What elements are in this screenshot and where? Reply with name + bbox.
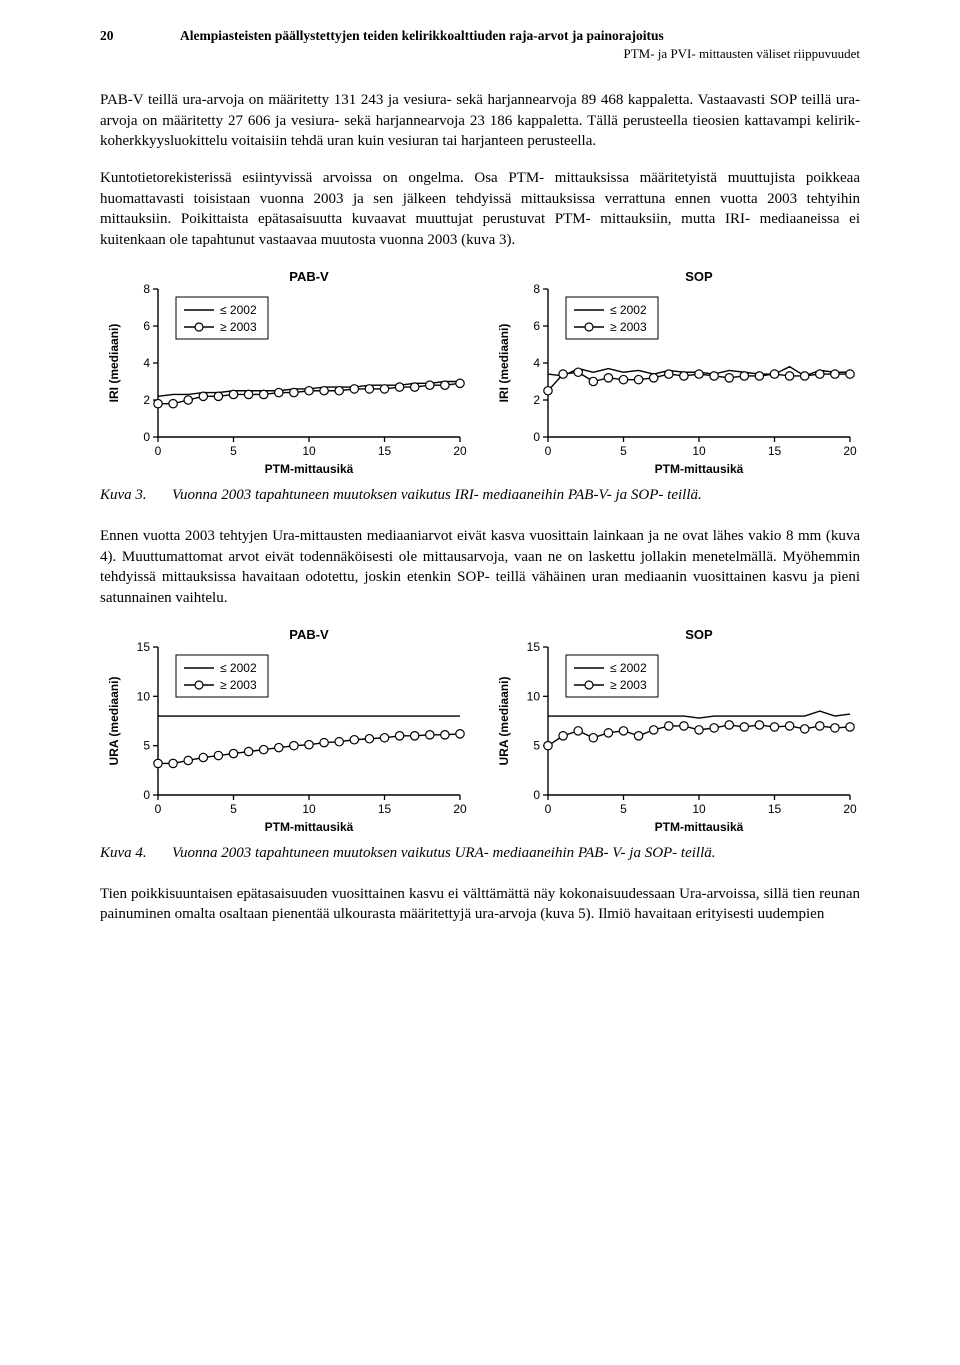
svg-text:6: 6 xyxy=(143,319,150,333)
paragraph-4: Tien poikkisuuntaisen epätasaisuuden vuo… xyxy=(100,884,860,925)
svg-text:≥ 2003: ≥ 2003 xyxy=(220,320,257,334)
svg-text:≤ 2002: ≤ 2002 xyxy=(610,303,647,317)
paragraph-1: PAB-V teillä ura-arvoja on määritetty 13… xyxy=(100,90,860,152)
svg-text:≤ 2002: ≤ 2002 xyxy=(220,303,257,317)
svg-text:≥ 2003: ≥ 2003 xyxy=(220,678,257,692)
paragraph-3: Ennen vuotta 2003 tehtyjen Ura-mittauste… xyxy=(100,526,860,609)
svg-text:PAB-V: PAB-V xyxy=(289,627,329,642)
svg-text:≤ 2002: ≤ 2002 xyxy=(610,661,647,675)
svg-text:10: 10 xyxy=(692,802,706,816)
svg-text:10: 10 xyxy=(137,689,151,703)
svg-text:15: 15 xyxy=(137,640,151,654)
svg-text:PAB-V: PAB-V xyxy=(289,269,329,284)
svg-text:2: 2 xyxy=(533,393,540,407)
svg-text:PTM-mittausikä: PTM-mittausikä xyxy=(655,820,744,834)
svg-text:5: 5 xyxy=(230,802,237,816)
svg-text:5: 5 xyxy=(533,738,540,752)
page-number: 20 xyxy=(100,28,180,44)
chart-fig3-pab-v: PAB-V 0 2 4 6 8 0 5 10 15 20 IRI (mediaani) PTM-mitt… xyxy=(100,267,470,477)
svg-text:20: 20 xyxy=(453,444,467,458)
figure-3-caption: Kuva 3. Vuonna 2003 tapahtuneen muutokse… xyxy=(100,487,860,504)
svg-text:SOP: SOP xyxy=(685,627,713,642)
svg-text:0: 0 xyxy=(143,788,150,802)
svg-text:5: 5 xyxy=(620,444,627,458)
svg-text:10: 10 xyxy=(302,802,316,816)
svg-text:URA (mediaani): URA (mediaani) xyxy=(497,676,511,765)
svg-text:8: 8 xyxy=(533,282,540,296)
figure-4-charts: PAB-V 0 5 10 15 0 5 10 15 20 URA (mediaani) PTM-mit… xyxy=(100,625,860,835)
svg-text:8: 8 xyxy=(143,282,150,296)
svg-text:SOP: SOP xyxy=(685,269,713,284)
svg-text:0: 0 xyxy=(545,444,552,458)
svg-text:0: 0 xyxy=(143,430,150,444)
figure-4-label: Kuva 4. xyxy=(100,845,172,862)
svg-text:URA (mediaani): URA (mediaani) xyxy=(107,676,121,765)
svg-text:2: 2 xyxy=(143,393,150,407)
svg-text:6: 6 xyxy=(533,319,540,333)
chart-fig4-sop: SOP 0 5 10 15 0 5 10 15 20 URA (mediaani) PTM-mitta… xyxy=(490,625,860,835)
svg-text:15: 15 xyxy=(768,444,782,458)
svg-text:5: 5 xyxy=(230,444,237,458)
svg-text:5: 5 xyxy=(143,738,150,752)
svg-text:15: 15 xyxy=(768,802,782,816)
svg-text:PTM-mittausikä: PTM-mittausikä xyxy=(265,462,354,476)
svg-text:15: 15 xyxy=(527,640,541,654)
svg-text:10: 10 xyxy=(692,444,706,458)
svg-text:4: 4 xyxy=(143,356,150,370)
figure-3-charts: PAB-V0246805101520IRI (mediaani)PTM-mitt… xyxy=(100,267,860,477)
figure-4-text: Vuonna 2003 tapahtuneen muutoksen vaikut… xyxy=(172,845,860,862)
svg-text:0: 0 xyxy=(533,788,540,802)
chart-fig3-sop: SOP 0 2 4 6 8 0 5 10 15 20 IRI (mediaani) PTM-mittau… xyxy=(490,267,860,477)
svg-text:15: 15 xyxy=(378,444,392,458)
svg-text:20: 20 xyxy=(843,444,857,458)
svg-text:IRI (mediaani): IRI (mediaani) xyxy=(107,323,121,402)
svg-text:0: 0 xyxy=(155,802,162,816)
figure-3-label: Kuva 3. xyxy=(100,487,172,504)
page-header: 20 Alempiasteisten päällystettyjen teide… xyxy=(100,28,860,44)
svg-text:0: 0 xyxy=(545,802,552,816)
svg-text:≥ 2003: ≥ 2003 xyxy=(610,678,647,692)
page-subtitle: PTM- ja PVI- mittausten väliset riippuvu… xyxy=(100,46,860,62)
svg-text:20: 20 xyxy=(843,802,857,816)
svg-text:20: 20 xyxy=(453,802,467,816)
svg-text:15: 15 xyxy=(378,802,392,816)
page-title: Alempiasteisten päällystettyjen teiden k… xyxy=(180,28,664,44)
paragraph-2: Kuntotietorekisterissä esiintyvissä arvo… xyxy=(100,168,860,251)
svg-text:10: 10 xyxy=(527,689,541,703)
figure-3-text: Vuonna 2003 tapahtuneen muutoksen vaikut… xyxy=(172,487,860,504)
chart-fig4-pab-v: PAB-V 0 5 10 15 0 5 10 15 20 URA (mediaani) PTM-mit… xyxy=(100,625,470,835)
svg-text:≥ 2003: ≥ 2003 xyxy=(610,320,647,334)
svg-text:5: 5 xyxy=(620,802,627,816)
svg-text:IRI (mediaani): IRI (mediaani) xyxy=(497,323,511,402)
svg-text:10: 10 xyxy=(302,444,316,458)
svg-text:4: 4 xyxy=(533,356,540,370)
svg-text:≤ 2002: ≤ 2002 xyxy=(220,661,257,675)
svg-text:PTM-mittausikä: PTM-mittausikä xyxy=(265,820,354,834)
figure-4-caption: Kuva 4. Vuonna 2003 tapahtuneen muutokse… xyxy=(100,845,860,862)
svg-text:0: 0 xyxy=(533,430,540,444)
svg-text:PTM-mittausikä: PTM-mittausikä xyxy=(655,462,744,476)
svg-text:0: 0 xyxy=(155,444,162,458)
